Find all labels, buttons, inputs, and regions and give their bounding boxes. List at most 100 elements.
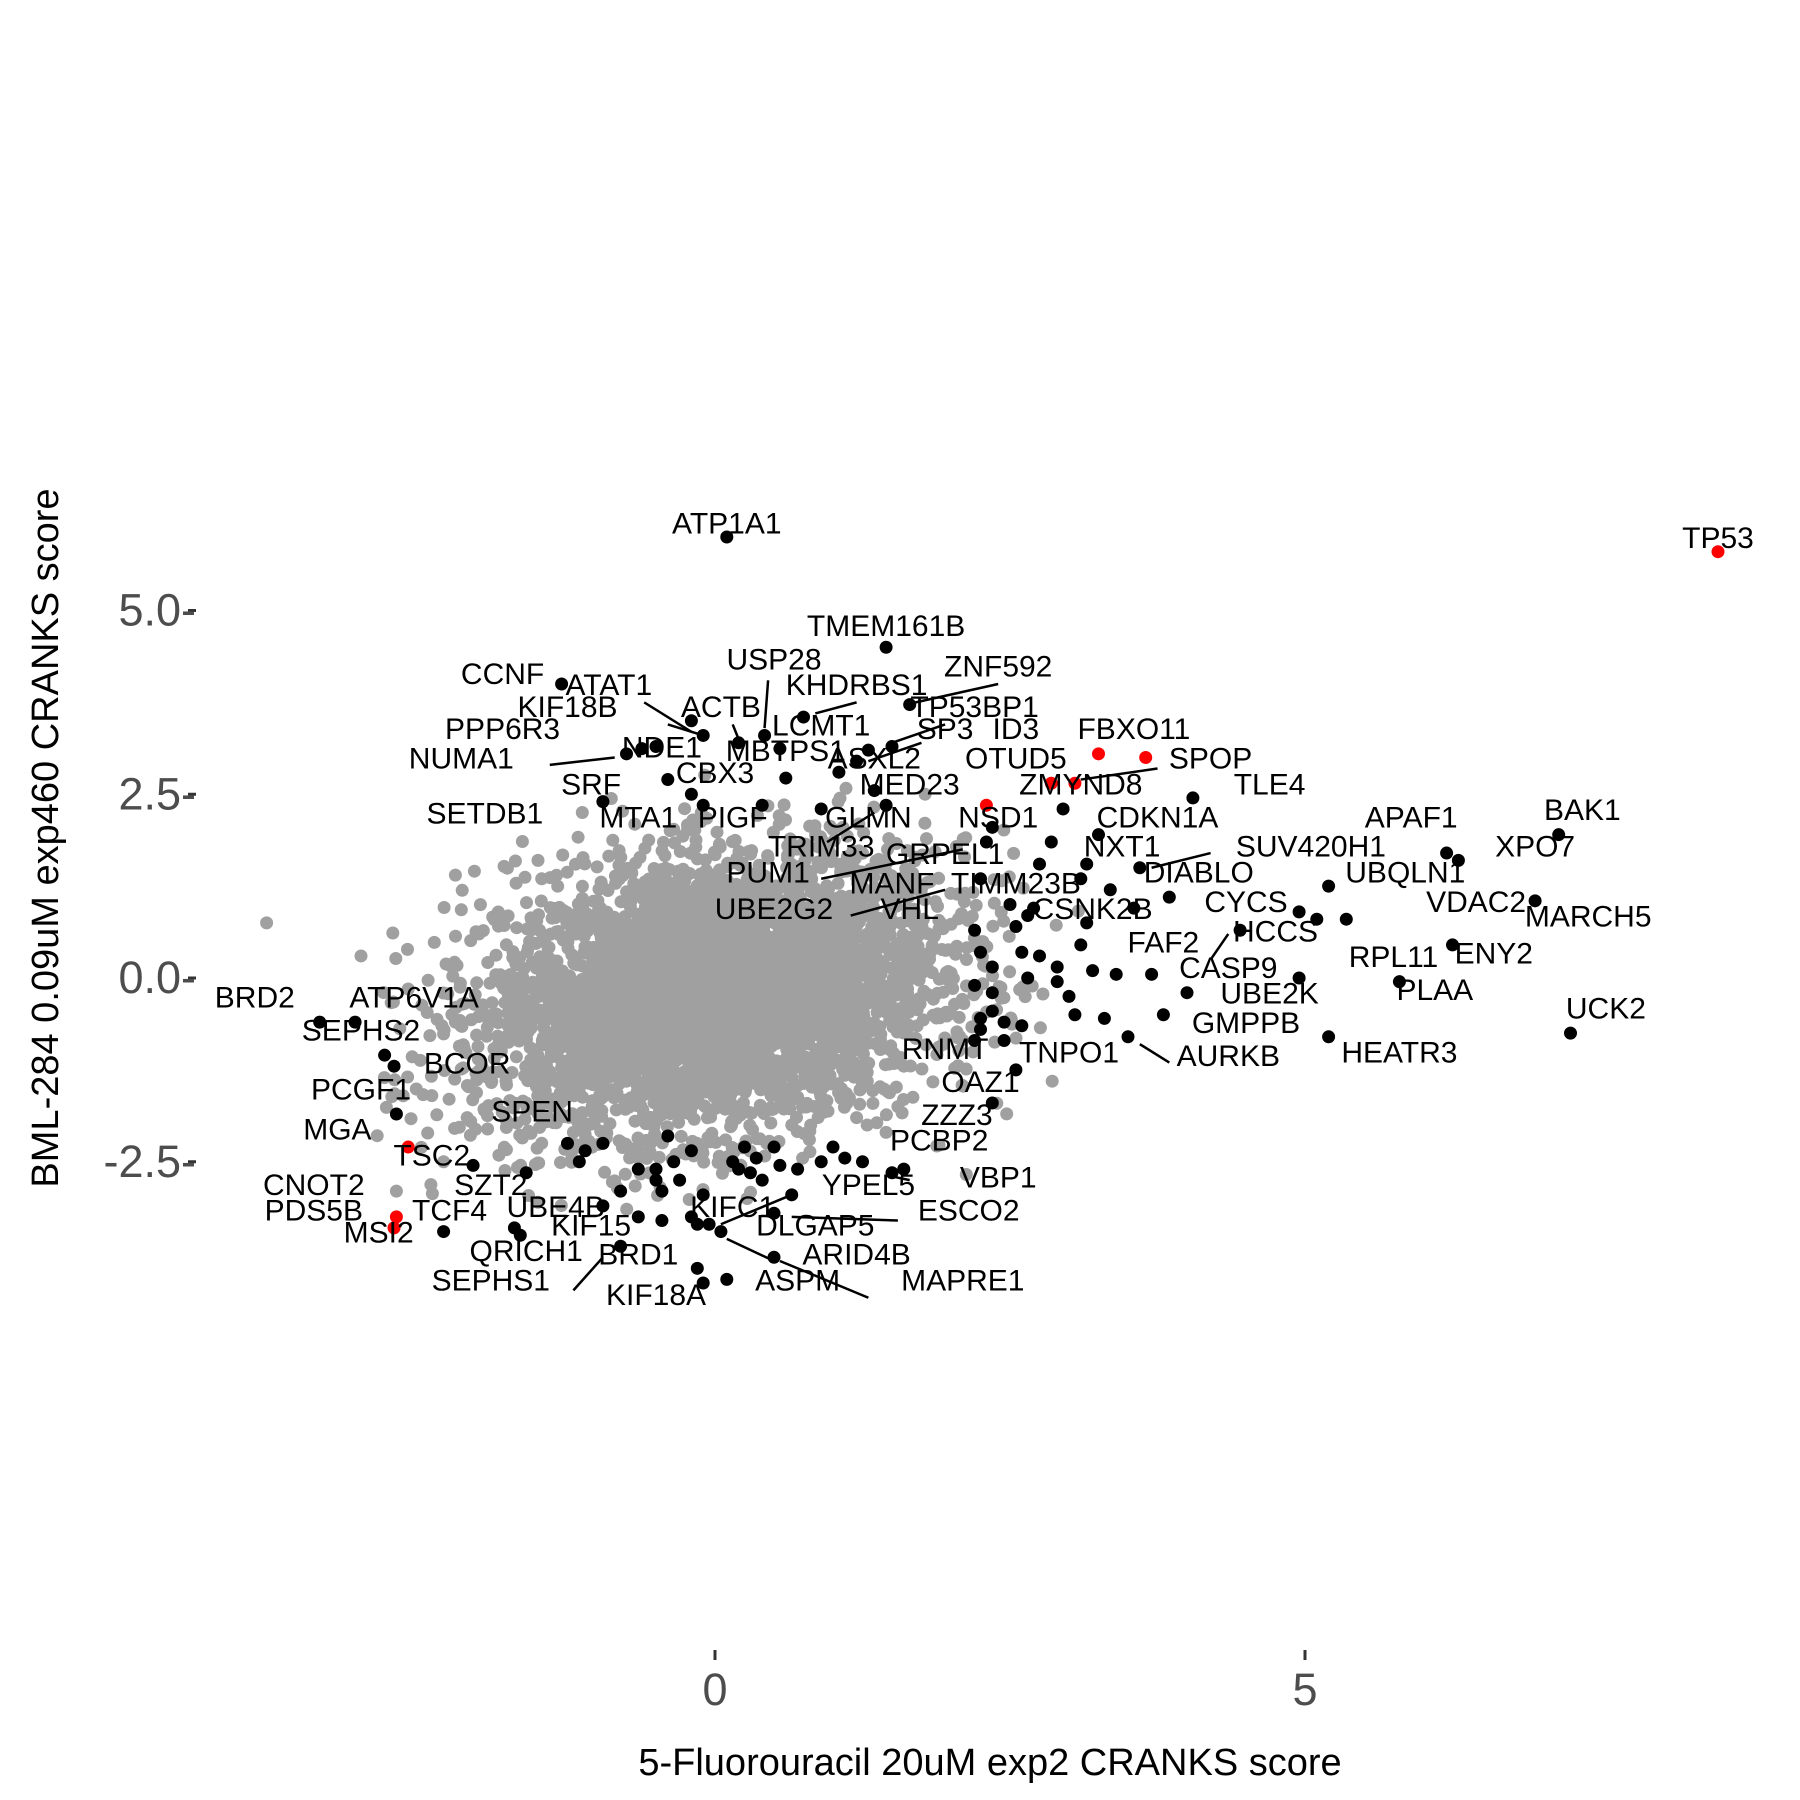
- gene-label: MBTPS1: [726, 735, 846, 768]
- gene-label: OAZ1: [941, 1066, 1019, 1099]
- background-point: [567, 957, 581, 971]
- background-point: [519, 1096, 533, 1110]
- background-point: [819, 848, 833, 862]
- background-point: [580, 1036, 594, 1050]
- background-point: [753, 1098, 767, 1112]
- gene-label: ESCO2: [918, 1195, 1020, 1228]
- background-point: [386, 926, 400, 940]
- background-point: [470, 976, 484, 990]
- background-point: [379, 1100, 393, 1114]
- background-point: [554, 970, 568, 984]
- background-point: [499, 1143, 513, 1157]
- background-point: [448, 955, 461, 969]
- background-point: [741, 891, 754, 905]
- background-point: [659, 998, 673, 1012]
- y-tick-label: 2.5-: [118, 768, 196, 819]
- background-point: [796, 1151, 810, 1165]
- gene-point: [1322, 1030, 1336, 1044]
- background-point: [571, 1055, 584, 1069]
- gene-label: ATP6V1A: [349, 981, 479, 1014]
- leader-line: [763, 680, 770, 729]
- background-point: [658, 849, 672, 863]
- background-point: [761, 849, 775, 863]
- gene-label: UBE2K: [1220, 978, 1318, 1011]
- background-point: [568, 1087, 581, 1100]
- axes: -2.5-0.0-2.5-5.0-0 5: [103, 585, 1317, 1716]
- background-point: [788, 948, 802, 962]
- gene-point: [1564, 1026, 1577, 1040]
- background-point: [908, 918, 921, 932]
- background-point: [661, 894, 675, 908]
- leader-line: [726, 1237, 775, 1263]
- leader-line: [720, 1193, 793, 1226]
- background-point: [480, 1021, 494, 1034]
- background-point: [616, 804, 629, 818]
- background-point: [456, 1061, 470, 1075]
- gene-label: APAF1: [1365, 801, 1458, 834]
- background-point: [624, 1142, 638, 1156]
- background-point: [530, 1141, 544, 1155]
- gene-point: [1009, 920, 1023, 934]
- background-point: [731, 878, 745, 892]
- background-point: [883, 948, 897, 961]
- background-point: [587, 940, 601, 954]
- background-point: [853, 1083, 867, 1097]
- gene-point: [791, 1162, 805, 1176]
- background-point: [959, 1168, 973, 1181]
- background-point: [707, 1048, 720, 1062]
- gene-point: [655, 1214, 669, 1228]
- background-point: [441, 987, 455, 1001]
- leader-line: [779, 1259, 869, 1299]
- gene-point: [1074, 938, 1088, 952]
- gene-label: CSNK2B: [1033, 893, 1153, 926]
- background-point: [920, 832, 933, 846]
- background-point: [779, 813, 792, 827]
- gene-label: TP53BP1: [910, 691, 1038, 724]
- background-point: [469, 1122, 483, 1136]
- background-point: [821, 1104, 835, 1118]
- background-point: [421, 973, 435, 987]
- gene-label: CNOT2: [263, 1169, 365, 1202]
- background-point: [1018, 990, 1032, 1004]
- background-point: [660, 1120, 674, 1134]
- background-point: [483, 976, 497, 990]
- gene-point: [673, 1173, 687, 1187]
- background-point: [615, 914, 628, 928]
- background-point: [545, 1050, 559, 1064]
- background-point: [581, 1010, 595, 1023]
- background-point: [588, 965, 602, 979]
- background-point: [956, 1079, 970, 1093]
- leader-line: [1209, 933, 1230, 961]
- background-point: [389, 952, 403, 965]
- gene-point: [1097, 1011, 1111, 1025]
- leader-line: [791, 1215, 898, 1222]
- background-point: [705, 1126, 719, 1140]
- gene-point: [867, 784, 881, 798]
- gene-label: BRD2: [215, 981, 295, 1014]
- background-point: [777, 1102, 791, 1116]
- gene-point: [387, 1059, 401, 1073]
- gene-label: SRF: [561, 768, 621, 801]
- background-point: [900, 867, 913, 880]
- background-point: [653, 940, 667, 954]
- background-point: [568, 914, 582, 928]
- background-point: [601, 884, 615, 897]
- background-point: [747, 918, 761, 932]
- gene-point: [578, 1144, 592, 1158]
- gene-label: TSC2: [393, 1139, 470, 1172]
- gene-label: PCGF1: [311, 1073, 411, 1106]
- background-point: [385, 1090, 399, 1104]
- background-point: [874, 967, 888, 981]
- gene-point: [389, 1107, 403, 1121]
- background-point: [481, 1122, 495, 1136]
- gene-label: BAK1: [1544, 794, 1621, 827]
- background-point: [448, 1015, 462, 1029]
- background-point: [897, 1059, 911, 1073]
- gene-point: [1552, 828, 1566, 842]
- background-point: [640, 967, 654, 981]
- background-point: [577, 929, 591, 943]
- gene-label: MARCH5: [1525, 901, 1652, 934]
- background-point: [939, 943, 953, 957]
- gene-label: TP53: [1682, 522, 1754, 555]
- gene-label: MANF: [850, 867, 935, 900]
